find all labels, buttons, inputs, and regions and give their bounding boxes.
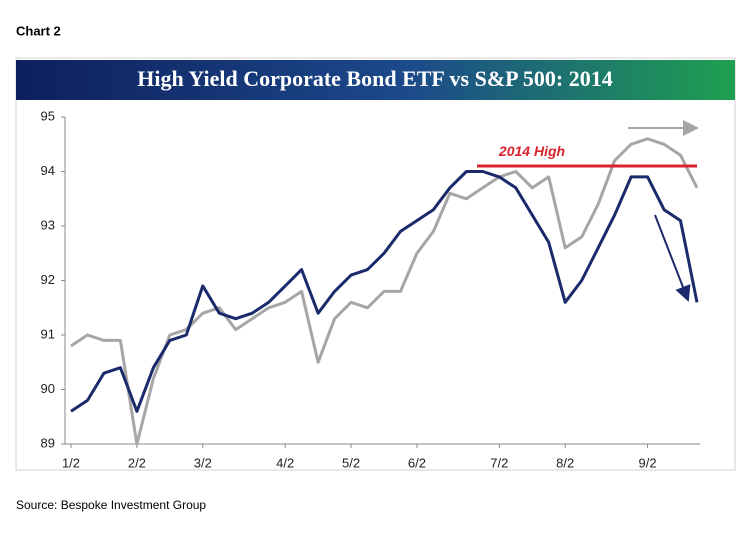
x-tick-label: 7/2 <box>490 455 508 470</box>
y-tick-label: 92 <box>41 272 55 287</box>
series-line <box>70 137 699 446</box>
y-tick-label: 94 <box>41 163 55 178</box>
x-tick-label: 6/2 <box>408 455 426 470</box>
y-tick-label: 91 <box>41 326 55 341</box>
chart-label: Chart 2 <box>16 23 61 38</box>
frame <box>15 57 736 471</box>
chart-title: High Yield Corporate Bond ETF vs S&P 500… <box>137 66 612 91</box>
title-banner <box>16 60 735 100</box>
x-tick-label: 4/2 <box>276 455 294 470</box>
y-tick-label: 90 <box>41 381 55 396</box>
x-tick-label: 2/2 <box>128 455 146 470</box>
y-tick-label: 93 <box>41 217 55 232</box>
x-tick-label: 5/2 <box>342 455 360 470</box>
x-tick-label: 1/2 <box>62 455 80 470</box>
x-tick-label: 8/2 <box>556 455 574 470</box>
annotation-label: 2014 High <box>498 143 565 159</box>
trend-arrow <box>654 214 691 302</box>
y-tick-label: 89 <box>41 435 55 450</box>
x-tick-label: 3/2 <box>194 455 212 470</box>
x-tick-label: 9/2 <box>639 455 657 470</box>
series-line <box>70 170 699 413</box>
source: Source: Bespoke Investment Group <box>16 498 206 512</box>
y-tick-label: 95 <box>41 108 55 123</box>
